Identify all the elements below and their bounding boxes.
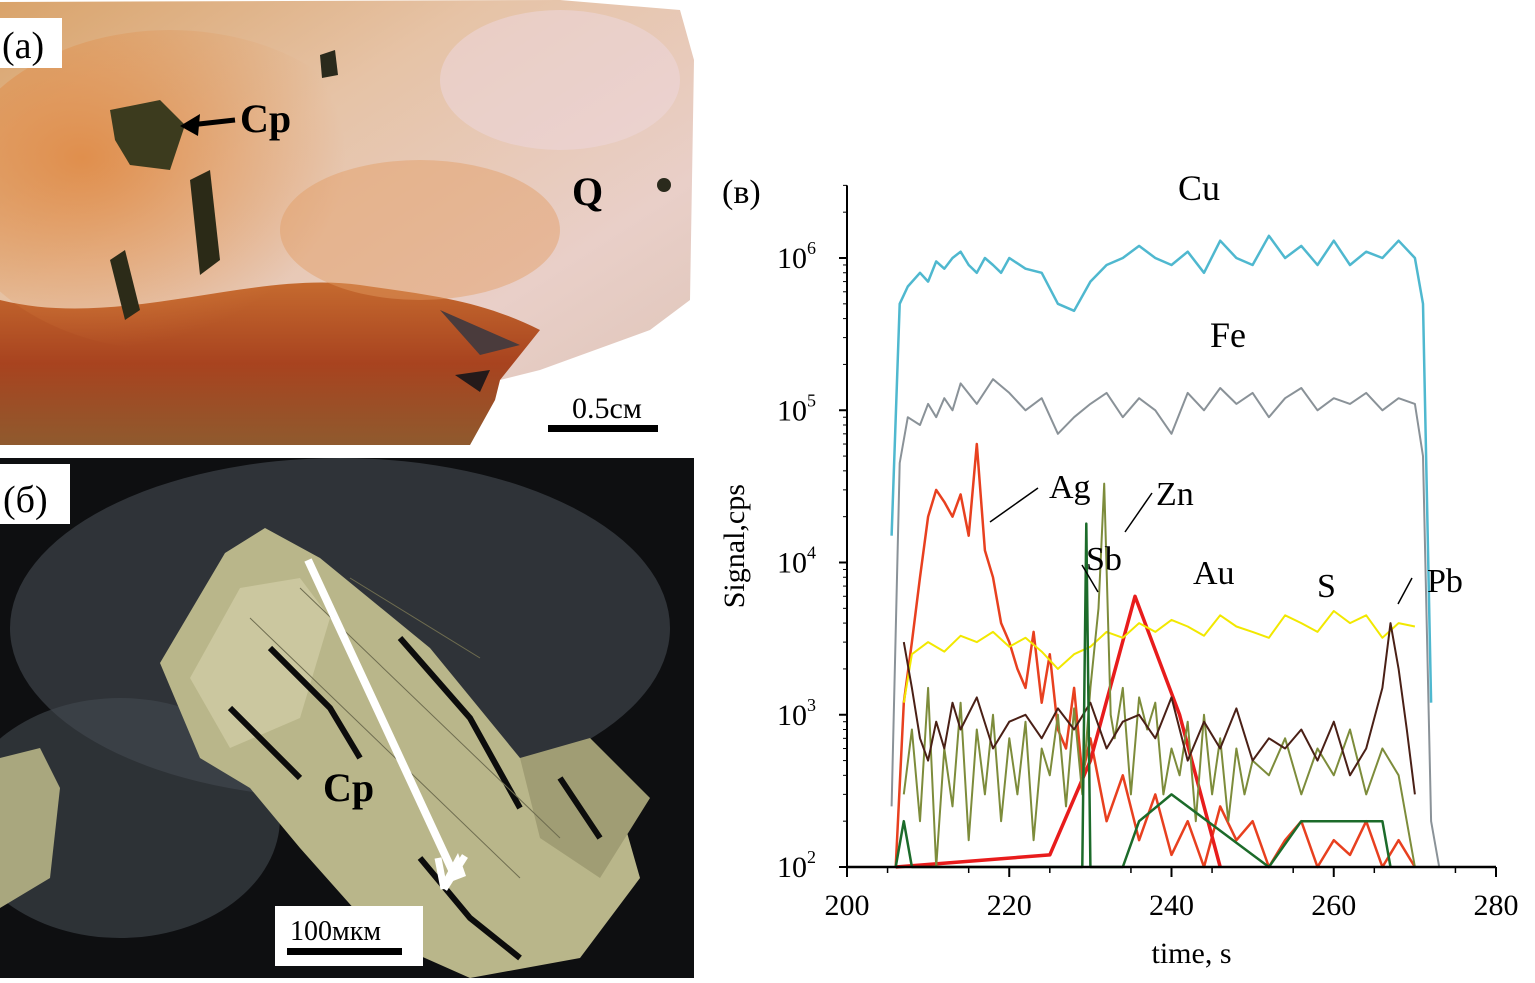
- y-tick-label: 104: [777, 543, 816, 580]
- cp-label-b: Cp: [323, 765, 374, 810]
- leader-line-ag: [989, 487, 1039, 523]
- leader-line-pb: [1397, 577, 1413, 605]
- x-axis-label: time, s: [1152, 937, 1232, 970]
- leader-line-zn: [1124, 492, 1153, 533]
- panel-b-label: (б): [3, 479, 48, 521]
- y-tick-label: 103: [777, 695, 816, 732]
- panel-a-label: (a): [2, 25, 44, 67]
- q-label-a: Q: [572, 169, 603, 214]
- chalcopyrite-micrograph: (б) Cp 100мкм: [0, 458, 694, 978]
- series-label-au: Au: [1193, 555, 1235, 592]
- micrograph-panel-b: (б) Cp 100мкм: [0, 458, 694, 978]
- series-label-pb: Pb: [1427, 563, 1463, 600]
- series-lines: [890, 234, 1441, 869]
- y-tick-label: 106: [777, 238, 816, 275]
- scale-bar-b: [287, 948, 402, 955]
- series-label-s: S: [1317, 568, 1336, 605]
- chalcopyrite-grain: [110, 100, 185, 170]
- x-tick-label: 260: [1311, 889, 1356, 922]
- quartz-slab-photo: (a) Cp Q 0.5см: [0, 0, 694, 445]
- series-label-sb: Sb: [1086, 541, 1122, 578]
- photo-panel-a: (a) Cp Q 0.5см: [0, 0, 694, 445]
- y-tick-label: 102: [777, 847, 816, 884]
- series-line-fe: [890, 378, 1441, 868]
- y-tick-label: 105: [777, 390, 816, 427]
- series-line-pb: [902, 622, 1416, 795]
- leader-line-sb: [1081, 564, 1099, 593]
- x-tick-label: 220: [987, 889, 1032, 922]
- chart-svg: (в) 200 220 240 260 280 102 103 104 105 106 Cu Fe A…: [718, 168, 1519, 970]
- series-label-ag: Ag: [1049, 469, 1091, 506]
- x-tick-label: 280: [1474, 889, 1519, 922]
- signal-chart: (в) 200 220 240 260 280 102 103 104 105 106 Cu Fe A…: [700, 160, 1535, 978]
- scale-bar-a: [548, 425, 658, 432]
- x-tick-label: 240: [1149, 889, 1194, 922]
- series-label-zn: Zn: [1156, 476, 1194, 513]
- series-line-s: [902, 610, 1416, 703]
- scale-label-b: 100мкм: [290, 916, 381, 947]
- laser-track-arrow: [304, 558, 456, 872]
- y-axis-label: Signal,cps: [718, 484, 751, 608]
- series-label-cu: Cu: [1178, 168, 1220, 208]
- series-line-au: [895, 594, 1222, 869]
- axis-ticks: 200 220 240 260 280 102 103 104 105 106: [777, 184, 1519, 922]
- scale-label-a: 0.5см: [572, 392, 642, 425]
- series-labels: Cu Fe Ag Zn Sb Au S Pb: [989, 168, 1463, 605]
- series-line-cu: [890, 234, 1433, 703]
- x-tick-label: 200: [825, 889, 870, 922]
- cp-label-a: Cp: [240, 96, 291, 141]
- series-line-zn: [902, 482, 1416, 868]
- series-label-fe: Fe: [1210, 315, 1246, 355]
- panel-c-label: (в): [722, 174, 761, 211]
